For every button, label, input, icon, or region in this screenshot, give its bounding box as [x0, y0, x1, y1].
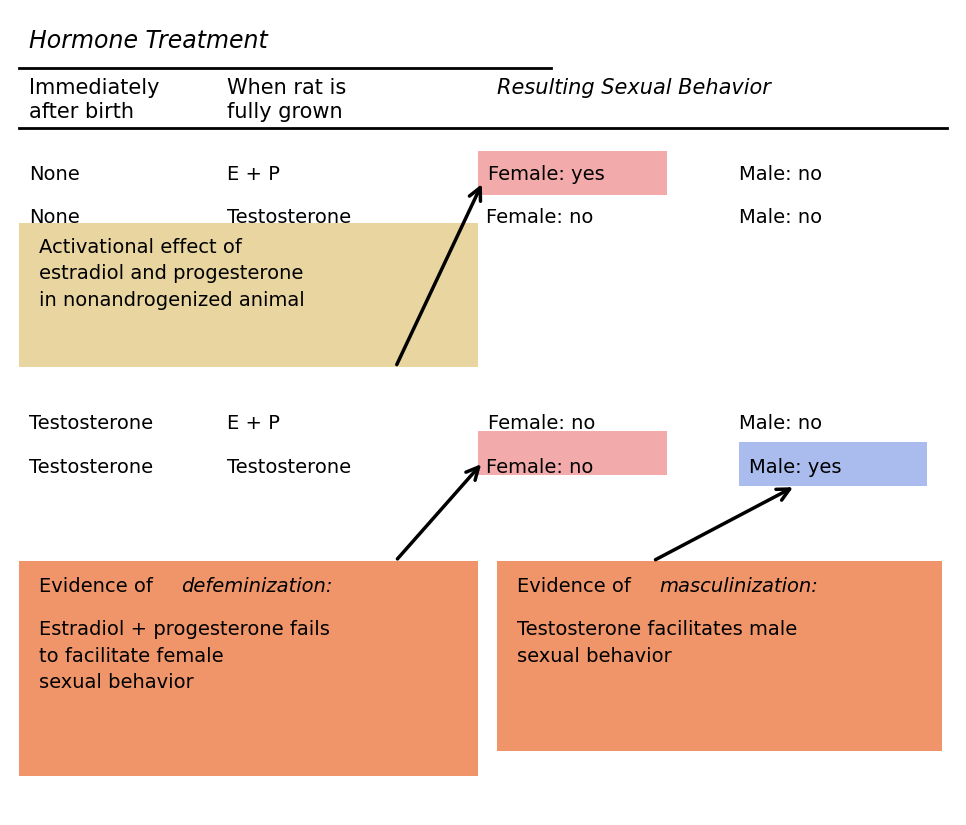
FancyBboxPatch shape [739, 442, 927, 486]
FancyBboxPatch shape [19, 561, 478, 775]
Text: defeminization:: defeminization: [182, 578, 333, 596]
Text: None: None [29, 208, 80, 227]
Text: Testosterone: Testosterone [29, 414, 153, 433]
Text: Resulting Sexual Behavior: Resulting Sexual Behavior [497, 78, 772, 98]
Text: E + P: E + P [227, 414, 280, 433]
Text: Female: no: Female: no [486, 458, 593, 477]
Text: Testosterone: Testosterone [227, 458, 351, 477]
Text: Hormone Treatment: Hormone Treatment [29, 29, 268, 53]
Text: Evidence of: Evidence of [39, 578, 158, 596]
Text: Female: yes: Female: yes [488, 165, 605, 184]
Text: Male: yes: Male: yes [749, 458, 841, 477]
Text: Testosterone facilitates male
sexual behavior: Testosterone facilitates male sexual beh… [517, 620, 797, 666]
FancyBboxPatch shape [478, 151, 667, 195]
Text: masculinization:: masculinization: [660, 578, 818, 596]
Text: Testosterone: Testosterone [29, 458, 153, 477]
Text: Activational effect of
estradiol and progesterone
in nonandrogenized animal: Activational effect of estradiol and pro… [39, 238, 304, 309]
Text: Testosterone: Testosterone [227, 208, 351, 227]
Text: Male: no: Male: no [739, 414, 822, 433]
Text: Female: no: Female: no [488, 414, 595, 433]
Text: Female: no: Female: no [486, 208, 593, 227]
FancyBboxPatch shape [19, 223, 478, 367]
Text: Estradiol + progesterone fails
to facilitate female
sexual behavior: Estradiol + progesterone fails to facili… [39, 620, 329, 692]
Text: Male: no: Male: no [739, 208, 822, 227]
Text: None: None [29, 165, 80, 184]
FancyBboxPatch shape [478, 431, 667, 475]
Text: E + P: E + P [227, 165, 280, 184]
Text: When rat is
fully grown: When rat is fully grown [227, 78, 346, 121]
FancyBboxPatch shape [497, 561, 942, 751]
Text: Evidence of: Evidence of [517, 578, 637, 596]
Text: Male: no: Male: no [739, 165, 822, 184]
Text: Immediately
after birth: Immediately after birth [29, 78, 159, 121]
